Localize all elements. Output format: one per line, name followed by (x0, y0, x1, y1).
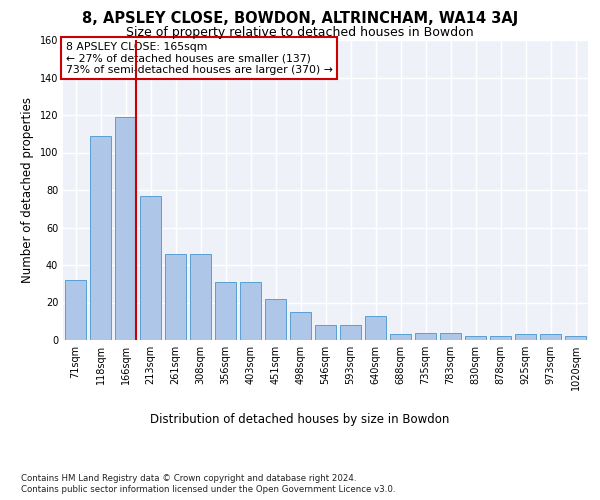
Bar (140, 196, 161, 340)
Text: 8, APSLEY CLOSE, BOWDON, ALTRINCHAM, WA14 3AJ: 8, APSLEY CLOSE, BOWDON, ALTRINCHAM, WA1… (82, 12, 518, 26)
Bar (490, 336, 511, 340)
Y-axis label: Number of detached properties: Number of detached properties (21, 97, 34, 283)
Bar (215, 282, 236, 340)
Bar (290, 312, 311, 340)
Bar (90, 136, 111, 340)
Text: Distribution of detached houses by size in Bowdon: Distribution of detached houses by size … (151, 412, 449, 426)
Text: Contains HM Land Registry data © Crown copyright and database right 2024.
Contai: Contains HM Land Registry data © Crown c… (21, 474, 395, 494)
Text: 8 APSLEY CLOSE: 165sqm
← 27% of detached houses are smaller (137)
73% of semi-de: 8 APSLEY CLOSE: 165sqm ← 27% of detached… (65, 42, 332, 74)
Bar (440, 332, 461, 340)
Bar (115, 117, 136, 340)
Bar (515, 334, 536, 340)
Bar (240, 282, 261, 340)
Bar (340, 325, 361, 340)
Bar (390, 334, 411, 340)
Bar (265, 298, 286, 340)
Bar (540, 334, 561, 340)
Bar (315, 325, 336, 340)
Bar (165, 254, 186, 340)
Bar (65, 280, 86, 340)
Bar (565, 336, 586, 340)
Bar (415, 332, 436, 340)
Bar (465, 336, 486, 340)
Text: Size of property relative to detached houses in Bowdon: Size of property relative to detached ho… (126, 26, 474, 39)
Bar (365, 316, 386, 340)
Bar (190, 254, 211, 340)
